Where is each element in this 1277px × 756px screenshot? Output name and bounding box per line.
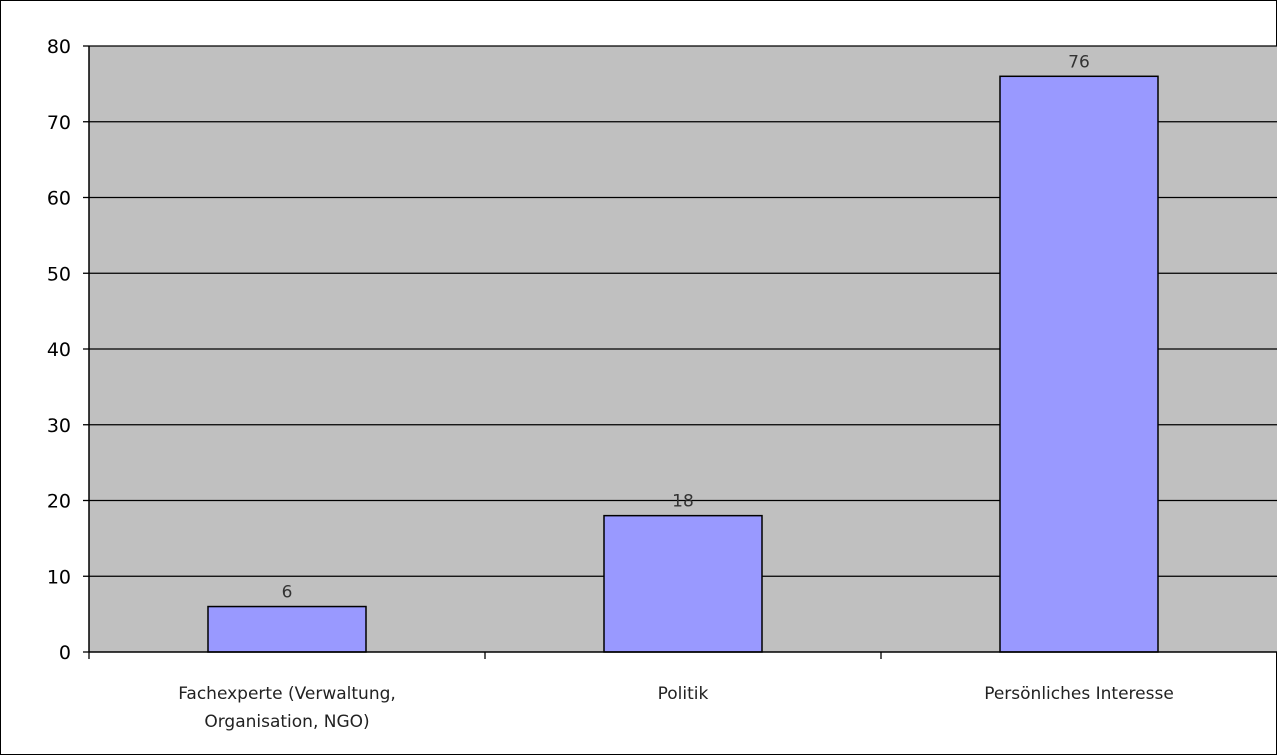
- bar-1: [603, 514, 763, 653]
- y-tick-label-80: 80: [47, 36, 71, 58]
- labels: 0 10 20 30 40 50 60 70 80 6 Fachexperte (Verwaltun…: [47, 36, 1174, 732]
- y-tick-label-60: 60: [47, 188, 71, 210]
- y-tick-label-0: 0: [59, 642, 71, 664]
- bar-2: [999, 75, 1159, 653]
- y-tick-label-20: 20: [47, 491, 71, 513]
- category-label-0-line-0: Fachexperte (Verwaltung,: [178, 684, 396, 704]
- axes: [83, 45, 1277, 659]
- category-label-1: Politik: [658, 684, 709, 704]
- y-tick-label-40: 40: [47, 339, 71, 361]
- category-label-1-line-0: Politik: [658, 684, 709, 704]
- data-label-1: 18: [672, 492, 694, 512]
- y-tick-label-10: 10: [47, 566, 71, 588]
- category-label-0: Fachexperte (Verwaltung, Organisation, NG…: [178, 684, 396, 732]
- y-tick-label-50: 50: [47, 263, 71, 285]
- category-label-2-line-0: Persönliches Interesse: [984, 684, 1174, 704]
- category-label-0-line-1: Organisation, NGO): [204, 712, 369, 732]
- bars: [207, 75, 1159, 653]
- y-tick-label-70: 70: [47, 112, 71, 134]
- y-tick-label-30: 30: [47, 415, 71, 437]
- data-label-2: 76: [1068, 52, 1090, 72]
- data-label-0: 6: [282, 583, 293, 603]
- bar-0: [207, 605, 367, 653]
- category-label-2: Persönliches Interesse: [984, 684, 1174, 704]
